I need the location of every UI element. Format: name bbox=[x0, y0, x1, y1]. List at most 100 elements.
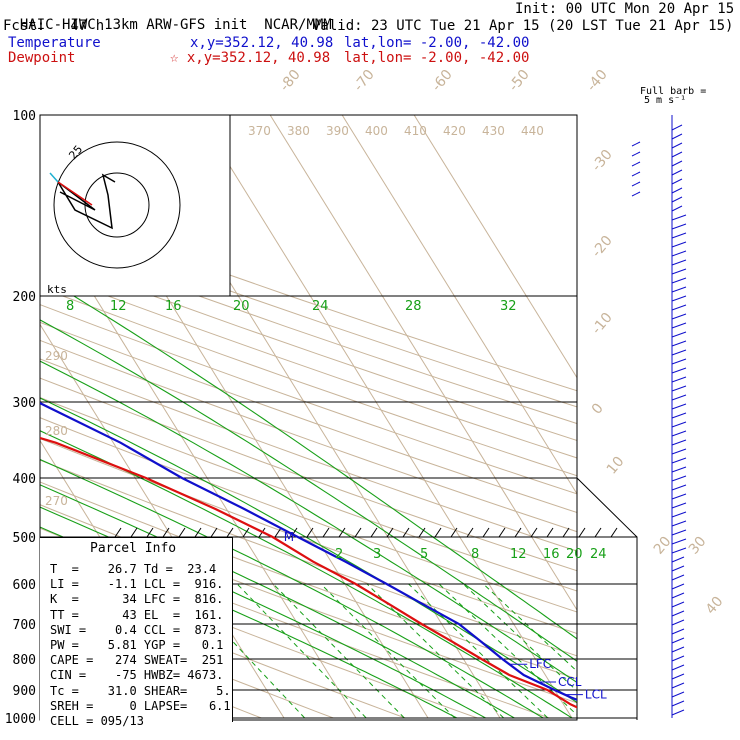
wind-barb bbox=[671, 475, 687, 482]
mixing-ratio-label: 8 bbox=[471, 547, 479, 562]
dry-adiabat-line bbox=[40, 459, 577, 657]
level-markers: ELLFCCCLLCLM bbox=[284, 530, 607, 702]
parcel-info-title: Parcel Info bbox=[90, 541, 177, 556]
parcel-info-row: K = 34 LFC = 816. bbox=[50, 592, 224, 607]
wind-barb bbox=[671, 511, 687, 518]
wind-barb bbox=[671, 196, 683, 203]
hatch-mark bbox=[434, 527, 442, 538]
isotherm-line bbox=[341, 115, 577, 495]
hatch-mark bbox=[370, 527, 378, 538]
wind-barb bbox=[671, 241, 687, 248]
hatch-mark bbox=[594, 527, 602, 538]
dewpoint-latlon: lat,lon= -2.00, -42.00 bbox=[344, 50, 530, 66]
hatch-mark bbox=[322, 527, 330, 538]
isotherm-label: 0 bbox=[589, 400, 607, 417]
isotherm-line bbox=[269, 115, 577, 611]
wind-barb bbox=[631, 161, 641, 167]
wind-barb bbox=[671, 619, 685, 626]
pressure-tick-label: 600 bbox=[13, 578, 36, 593]
sounding-profiles bbox=[40, 401, 577, 709]
mixing-ratio-label: 16 bbox=[543, 547, 560, 562]
hatch-mark bbox=[402, 527, 410, 538]
wind-barb bbox=[671, 430, 687, 437]
wind-barb bbox=[671, 232, 687, 239]
mixing-ratio-line bbox=[483, 583, 577, 672]
temperature-profile bbox=[40, 401, 577, 701]
wind-barb bbox=[671, 124, 683, 131]
isotherm-label: -40 bbox=[584, 67, 611, 95]
theta-label: 420 bbox=[443, 124, 466, 138]
isotherm-label: -70 bbox=[351, 67, 378, 95]
wind-barb bbox=[671, 439, 687, 446]
moist-label: 20 bbox=[233, 299, 250, 314]
valid-time: Valid: 23 UTC Tue 21 Apr 15 (20 LST Tue … bbox=[312, 18, 734, 34]
mixing-ratio-label: 5 bbox=[420, 547, 428, 562]
isotherm-label: 10 bbox=[604, 454, 628, 478]
theta-label: 430 bbox=[482, 124, 505, 138]
temperature-label: Temperature bbox=[8, 35, 101, 51]
wind-barb bbox=[671, 709, 685, 716]
wind-barb bbox=[671, 574, 685, 581]
dry-adiabat-line bbox=[40, 417, 577, 613]
hatch-mark bbox=[162, 527, 170, 538]
hatch-mark bbox=[546, 527, 554, 538]
theta-label: 400 bbox=[365, 124, 388, 138]
hatch-mark bbox=[210, 527, 218, 538]
wind-barb bbox=[671, 493, 687, 500]
hatch-mark bbox=[514, 527, 522, 538]
wind-barb bbox=[671, 547, 687, 554]
forecast-hour: Fcst: 47 h bbox=[3, 18, 105, 34]
theta-label: 380 bbox=[287, 124, 310, 138]
pressure-tick-label: 200 bbox=[13, 290, 36, 305]
wind-barb bbox=[631, 151, 641, 157]
hodograph-ring bbox=[53, 141, 181, 269]
hatch-mark bbox=[530, 527, 538, 538]
dry-adiabat-line bbox=[40, 253, 577, 442]
isotherm-label: -20 bbox=[589, 233, 616, 261]
model-title: HAIC-HIWC 13km ARW-GFS init NCAR/MMM bbox=[3, 1, 332, 33]
wind-barb bbox=[671, 592, 685, 599]
parcel-info-row: CELL = 095/13 bbox=[50, 714, 144, 728]
wind-barb bbox=[671, 187, 683, 194]
dry-adiabat-line bbox=[40, 304, 577, 495]
hatch-mark bbox=[466, 527, 474, 538]
mixing-ratio-line bbox=[462, 583, 577, 692]
hatch-mark bbox=[226, 527, 234, 538]
wind-barb bbox=[671, 214, 687, 221]
level-label-ccl: CCL bbox=[558, 675, 582, 689]
wind-barb bbox=[671, 448, 687, 455]
mixing-ratio-label: 12 bbox=[510, 547, 527, 562]
parcel-info-row: PW = 5.81 YGP = 0.1 bbox=[50, 638, 224, 652]
mixing-ratio-line bbox=[236, 583, 367, 719]
wind-barb bbox=[671, 682, 685, 689]
model-name: HAIC-HIWC 13km ARW-GFS init bbox=[19, 17, 248, 33]
wind-barb bbox=[671, 673, 685, 680]
hatch-mark bbox=[562, 527, 570, 538]
wind-barb bbox=[671, 205, 683, 212]
wind-barb bbox=[671, 646, 685, 653]
wind-barb bbox=[671, 178, 683, 185]
dry-adiabat-line bbox=[40, 358, 577, 552]
wind-barb bbox=[671, 484, 687, 491]
moist-label: 12 bbox=[110, 299, 127, 314]
hatch-mark bbox=[130, 527, 138, 538]
wind-barb bbox=[671, 529, 687, 536]
temperature-latlon: lat,lon= -2.00, -42.00 bbox=[344, 35, 530, 51]
wind-barb bbox=[671, 151, 683, 158]
dry-adiabat-line bbox=[40, 438, 577, 635]
wind-barb bbox=[671, 160, 683, 167]
wind-barb bbox=[631, 141, 641, 147]
wind-barb bbox=[671, 691, 685, 698]
wind-barb bbox=[671, 403, 687, 410]
hatch-mark bbox=[306, 527, 314, 538]
wind-barb bbox=[631, 191, 641, 197]
hatch-mark bbox=[482, 527, 490, 538]
dewpoint-profile bbox=[40, 436, 577, 709]
mixing-ratio-label: 2 bbox=[335, 547, 343, 562]
isotherm-label: -10 bbox=[589, 310, 616, 338]
parcel-info-box: Parcel Info bbox=[40, 537, 233, 722]
dry-adiabat-line bbox=[40, 481, 577, 680]
wind-barb bbox=[671, 322, 687, 329]
